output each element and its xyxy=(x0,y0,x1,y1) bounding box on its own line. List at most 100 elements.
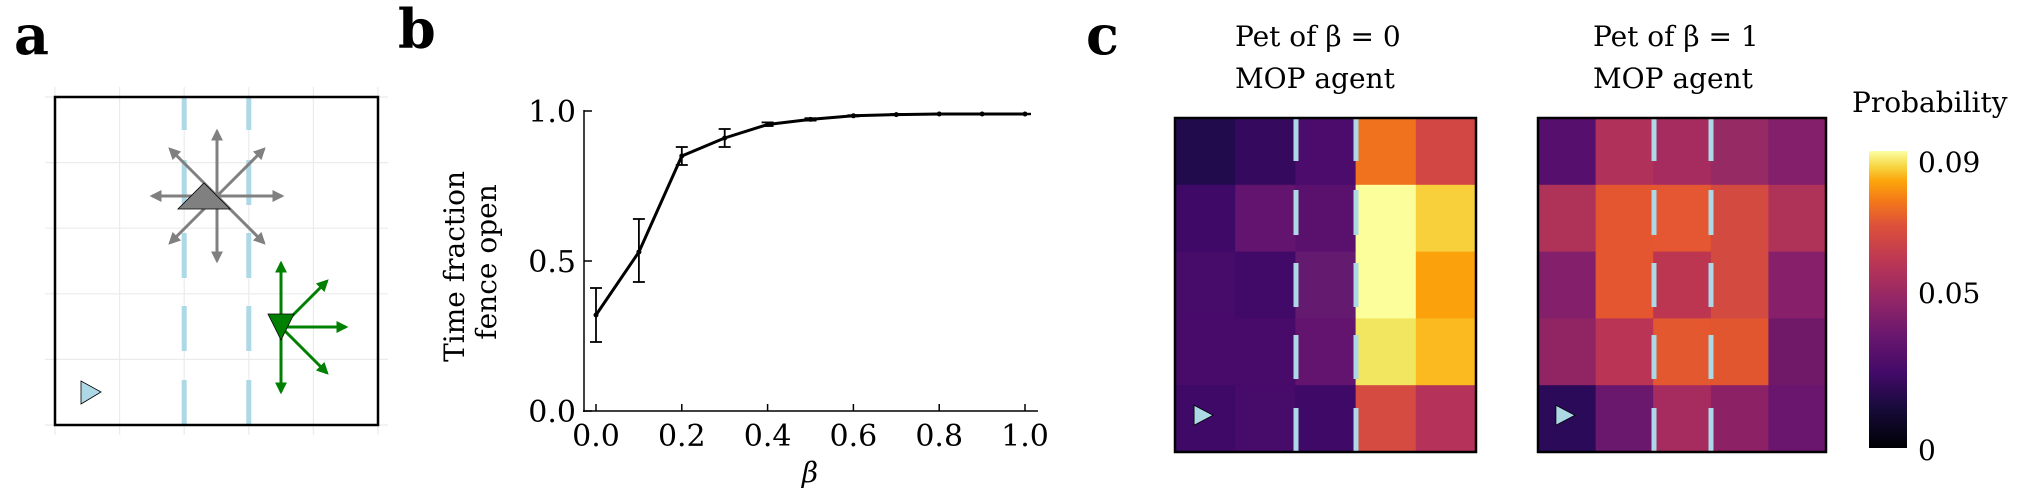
heatmap-cell xyxy=(1710,184,1769,253)
colorbar-tick-max: 0.09 xyxy=(1918,146,1980,179)
heatmap-cell xyxy=(1355,318,1417,386)
colorbar-label: Probability xyxy=(1852,86,2008,119)
colorbar xyxy=(1869,151,1907,448)
heatmap-beta-0 xyxy=(1173,116,1478,454)
heatmap-border xyxy=(1536,116,1828,454)
heatmap-cell xyxy=(1415,385,1477,453)
heatmap-cell xyxy=(1595,118,1654,186)
heatmap-cell xyxy=(1538,318,1597,386)
data-point xyxy=(765,122,771,127)
food-marker-icon xyxy=(80,380,102,405)
data-point xyxy=(679,153,685,159)
panel-letter-a: a xyxy=(14,3,49,67)
data-points xyxy=(593,111,1028,318)
heatmap-cell xyxy=(1415,318,1477,386)
y-tick-label: 0.0 xyxy=(528,395,576,430)
mop-agent-icon xyxy=(267,313,295,341)
line-chart-panel: 0.0 0.5 1.0 0.0 0.2 0.4 0.6 0.8 1.0 Time fracti… xyxy=(438,95,1049,489)
heatmap-cell xyxy=(1355,251,1417,319)
x-tick-label: 0.2 xyxy=(658,419,706,454)
data-point xyxy=(850,113,856,119)
heatmap-cell xyxy=(1415,251,1477,319)
heatmap-cell xyxy=(1768,118,1827,186)
heatmap-cell xyxy=(1653,184,1712,253)
heatmap-cell xyxy=(1295,118,1357,186)
colorbar-tick-min: 0 xyxy=(1918,434,1936,467)
x-tick-label: 0.4 xyxy=(744,419,792,454)
panel-letter-c: c xyxy=(1086,3,1119,67)
data-point xyxy=(636,249,642,255)
heatmap-cell xyxy=(1175,118,1236,186)
heatmap-right-title-line1: Pet of β = 1 xyxy=(1593,20,1759,53)
heatmap-cell xyxy=(1295,184,1357,253)
y-axis-label: Time fraction fence open xyxy=(438,162,503,362)
gridworld-border xyxy=(53,95,380,427)
heatmap-cell xyxy=(1235,318,1296,386)
heatmap-cell xyxy=(1355,385,1417,453)
data-point xyxy=(1022,111,1028,117)
heatmap-cell xyxy=(1595,385,1654,453)
x-axis-label: β xyxy=(801,456,818,489)
heatmap-cell xyxy=(1538,184,1597,253)
heatmap-cell xyxy=(1768,385,1827,453)
y-tick-label: 0.5 xyxy=(528,245,576,280)
heatmap-cell xyxy=(1710,251,1769,319)
heatmap-cell xyxy=(1175,184,1236,253)
pet-action-arrow-up-right xyxy=(215,147,266,198)
panel-letter-b: b xyxy=(398,0,436,61)
food-marker-icon xyxy=(1193,404,1214,426)
heatmap-cell xyxy=(1653,118,1712,186)
heatmap-cell xyxy=(1768,318,1827,386)
x-ticks: 0.0 0.2 0.4 0.6 0.8 1.0 xyxy=(572,404,1049,454)
x-tick-label: 1.0 xyxy=(1001,419,1049,454)
heatmap-cell xyxy=(1538,118,1597,186)
heatmap-cell xyxy=(1653,251,1712,319)
heatmap-border xyxy=(1173,116,1478,454)
data-point xyxy=(893,112,899,118)
heatmap-cell xyxy=(1235,385,1296,453)
x-tick-label: 0.6 xyxy=(830,419,878,454)
error-bars xyxy=(590,112,1031,343)
x-tick-label: 0.8 xyxy=(915,419,963,454)
x-tick-label: 0.0 xyxy=(572,419,620,454)
heatmap-cell xyxy=(1415,118,1477,186)
heatmap-cell xyxy=(1295,318,1357,386)
data-point xyxy=(808,116,813,122)
heatmap-cell xyxy=(1355,184,1417,253)
heatmap-cell xyxy=(1235,184,1296,253)
heatmap-cell xyxy=(1175,318,1236,386)
heatmap-cell xyxy=(1235,251,1296,319)
heatmap-left-title-line2: MOP agent xyxy=(1235,62,1396,95)
heatmap-cell xyxy=(1710,385,1769,453)
heatmap-cell xyxy=(1295,385,1357,453)
heatmap-cell xyxy=(1768,251,1827,319)
heatmap-cell xyxy=(1415,184,1477,253)
data-point xyxy=(979,111,985,117)
heatmap-cell xyxy=(1355,118,1417,186)
heatmap-cell xyxy=(1175,251,1236,319)
pet-agent-icon xyxy=(177,182,231,210)
y-ticks: 0.0 0.5 1.0 xyxy=(528,95,592,430)
heatmap-cell xyxy=(1710,318,1769,386)
heatmap-beta-1 xyxy=(1536,116,1828,454)
heatmap-cell xyxy=(1595,318,1654,386)
colorbar-tick-mid: 0.05 xyxy=(1918,277,1980,310)
heatmap-cell xyxy=(1595,251,1654,319)
gridworld-panel xyxy=(45,87,388,435)
heatmap-left-title-line1: Pet of β = 0 xyxy=(1235,20,1401,53)
data-point xyxy=(936,111,942,117)
data-point xyxy=(722,135,728,141)
heatmap-cell xyxy=(1235,118,1296,186)
heatmap-cell xyxy=(1768,184,1827,253)
heatmap-cell xyxy=(1653,385,1712,453)
mop-action-arrow-down-right xyxy=(279,325,329,375)
heatmap-cell xyxy=(1538,251,1597,319)
data-line xyxy=(594,112,1025,316)
heatmap-cell xyxy=(1653,318,1712,386)
y-tick-label: 1.0 xyxy=(528,95,576,130)
heatmap-panel: Pet of β = 0 MOP agent Pet of β = 1 MOP … xyxy=(1173,20,2008,467)
heatmap-cell xyxy=(1595,184,1654,253)
heatmap-right-title-line2: MOP agent xyxy=(1593,62,1754,95)
heatmap-cell xyxy=(1710,118,1769,186)
